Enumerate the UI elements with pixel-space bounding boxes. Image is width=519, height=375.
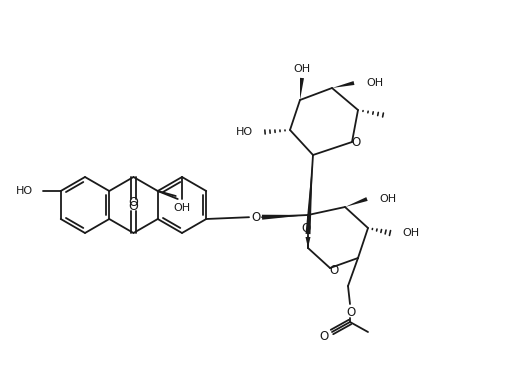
Text: O: O [302,222,311,236]
Polygon shape [306,155,313,234]
Polygon shape [332,81,354,88]
Text: O: O [129,196,139,210]
Polygon shape [262,215,308,220]
Text: OH: OH [366,78,383,88]
Polygon shape [306,237,310,248]
Text: OH: OH [402,228,419,238]
Text: O: O [346,306,356,318]
Text: O: O [351,135,361,148]
Text: O: O [330,264,338,276]
Text: OH: OH [293,64,310,74]
Polygon shape [345,197,367,207]
Text: O: O [251,211,261,224]
Text: OH: OH [379,194,396,204]
Text: O: O [129,201,139,213]
Text: HO: HO [16,186,33,196]
Text: HO: HO [236,127,253,137]
Text: OH: OH [173,203,190,213]
Polygon shape [300,78,304,100]
Text: O: O [319,330,329,344]
